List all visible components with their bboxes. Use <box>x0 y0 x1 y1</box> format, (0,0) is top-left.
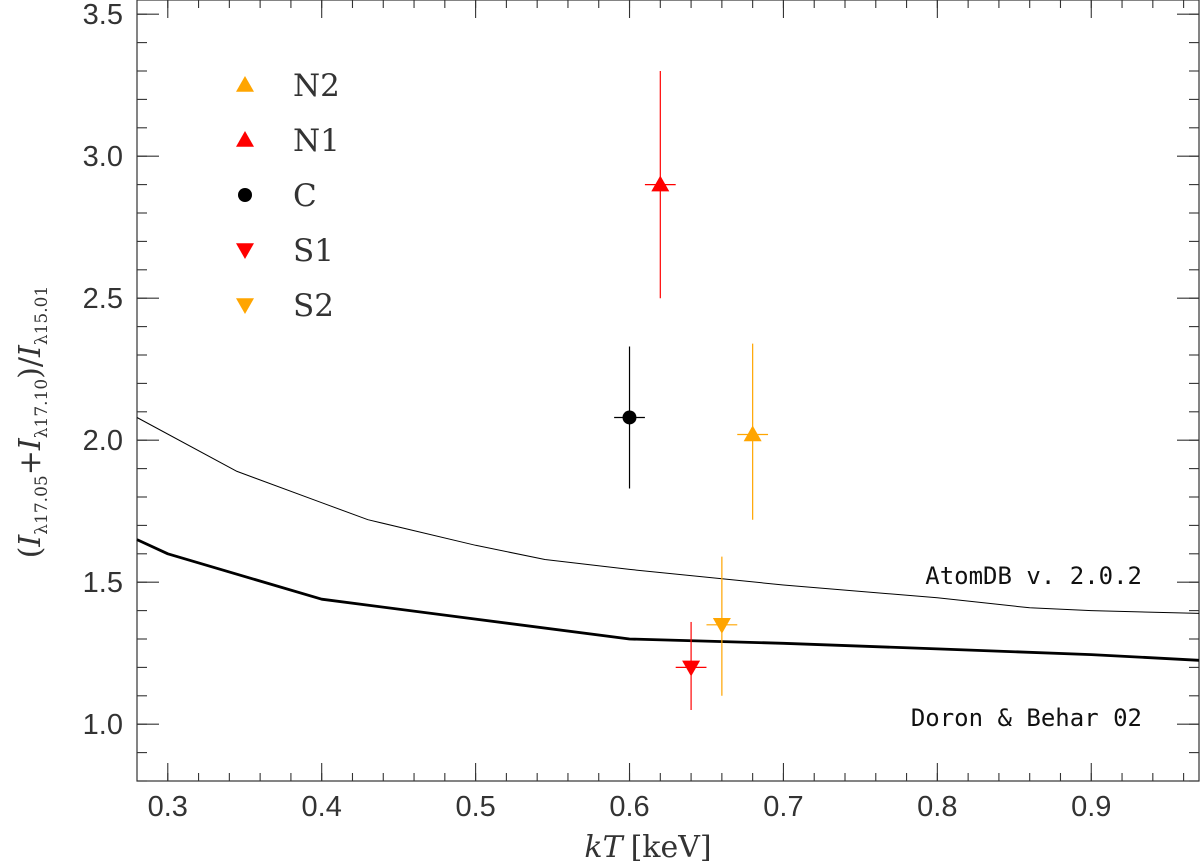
legend-marker-n1 <box>236 131 254 147</box>
marker-s2 <box>712 618 731 634</box>
y-title-plus: + <box>13 450 48 475</box>
x-tick-label: 0.5 <box>455 791 495 823</box>
legend-item-n1: N1 <box>236 123 340 159</box>
y-tick-label: 3.0 <box>83 141 123 173</box>
x-tick-label: 0.7 <box>763 791 803 823</box>
y-title-sub3: λ15.01 <box>32 286 52 345</box>
x-tick-label: 0.8 <box>917 791 957 823</box>
marker-s1 <box>682 660 701 677</box>
y-axis-title: (Iλ17.05+Iλ17.10)/Iλ15.01 <box>13 286 52 559</box>
doron-behar-curve <box>136 538 1200 662</box>
x-axis-variable: kT <box>584 830 624 864</box>
model-curves: AtomDB v. 2.0.2 Doron & Behar 02 <box>136 417 1200 732</box>
y-tick-label: 1.0 <box>83 709 123 741</box>
atomdb-curve-label: AtomDB v. 2.0.2 <box>925 562 1142 590</box>
legend-item-s2: S2 <box>236 288 334 324</box>
x-tick-label: 0.6 <box>609 791 649 823</box>
legend-label-c: C <box>293 178 317 214</box>
legend-marker-n2 <box>236 76 254 92</box>
x-axis-title: kT [keV] <box>584 830 711 864</box>
x-tick-label: 0.4 <box>302 791 342 823</box>
marker-n1 <box>651 175 670 192</box>
data-points <box>614 71 769 710</box>
tick-labels: 0.3 0.4 0.5 0.6 0.7 0.8 0.9 1.0 1.5 2.0 2.5 3.0 3.5 <box>83 0 1112 823</box>
x-axis-unit: [keV] <box>631 830 712 864</box>
legend-item-n2: N2 <box>236 68 340 104</box>
legend-item-s1: S1 <box>236 233 334 269</box>
legend-label-n2: N2 <box>293 68 340 104</box>
axis-ticks <box>137 0 1199 782</box>
y-title-sub2: λ17.10 <box>32 379 52 438</box>
marker-n2 <box>743 425 762 442</box>
y-tick-label: 2.0 <box>83 425 123 457</box>
point-c <box>614 346 645 489</box>
legend-marker-s1 <box>236 243 254 259</box>
point-n1 <box>644 71 676 299</box>
point-s2 <box>706 556 738 696</box>
doron-behar-curve-label: Doron & Behar 02 <box>911 704 1142 732</box>
legend-label-s2: S2 <box>293 288 334 324</box>
y-title-i1: I <box>13 534 48 548</box>
y-title-close: )/ <box>13 356 48 379</box>
point-s1 <box>675 621 707 710</box>
legend-label-n1: N1 <box>293 123 340 159</box>
y-title-sub1: λ17.05 <box>32 475 52 534</box>
point-n2 <box>737 343 769 520</box>
x-tick-label: 0.9 <box>1071 791 1111 823</box>
atomdb-curve <box>136 417 1200 614</box>
y-title-i2: I <box>13 437 48 451</box>
y-tick-label: 3.5 <box>83 0 123 31</box>
y-title-open: ( <box>13 547 48 559</box>
legend-label-s1: S1 <box>293 233 334 269</box>
legend-item-c: C <box>238 178 317 214</box>
x-tick-label: 0.3 <box>148 791 188 823</box>
legend: N2 N1 C S1 S2 <box>236 68 340 324</box>
marker-c <box>622 410 637 425</box>
legend-marker-c <box>238 188 252 202</box>
y-tick-label: 2.5 <box>83 283 123 315</box>
y-title-i3: I <box>13 344 48 358</box>
y-tick-label: 1.5 <box>83 567 123 599</box>
plot-frame <box>136 0 1200 782</box>
legend-marker-s2 <box>236 298 254 314</box>
